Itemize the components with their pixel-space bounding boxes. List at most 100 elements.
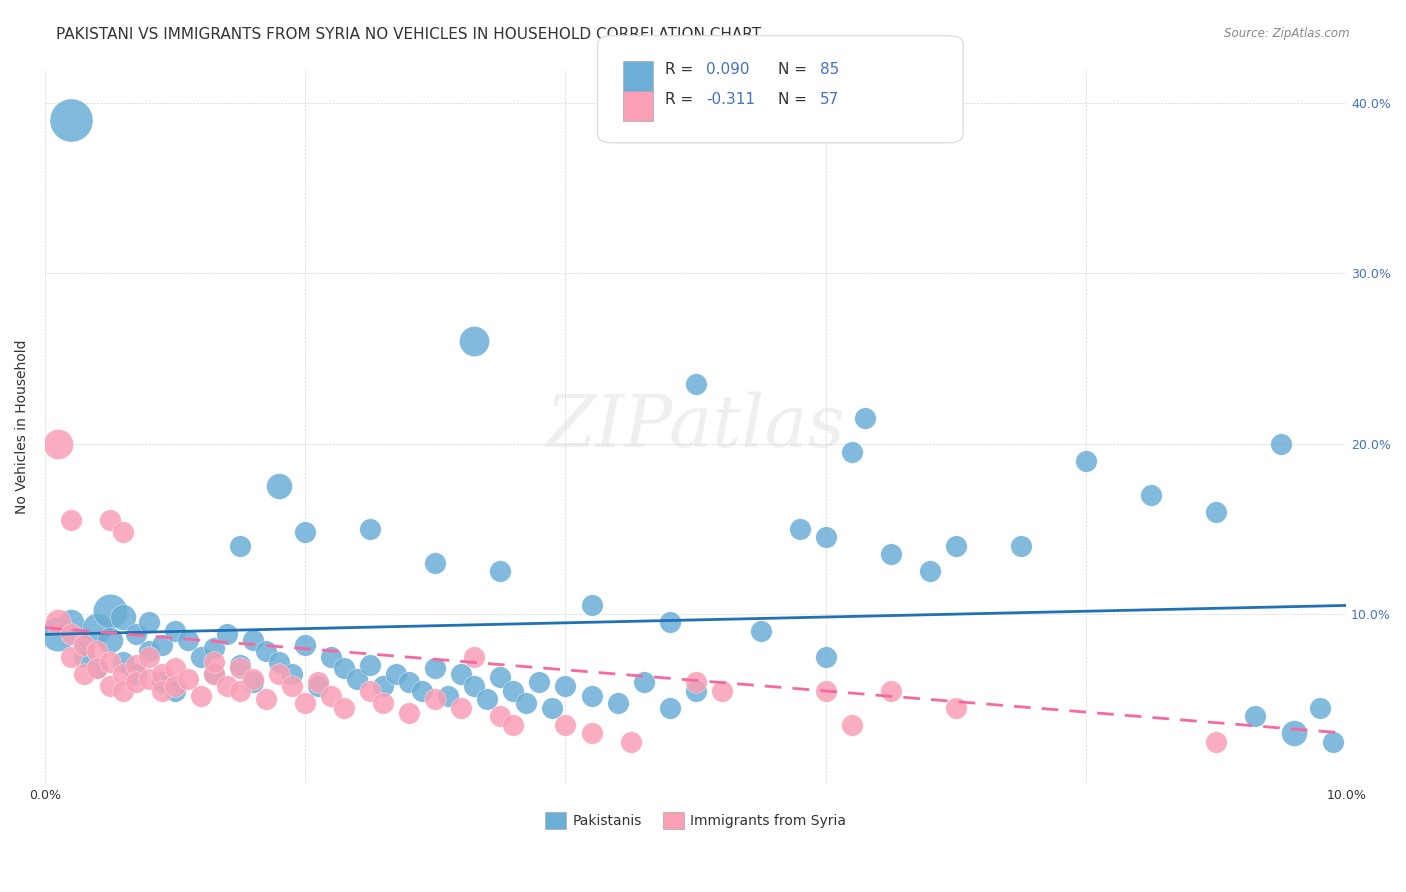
Point <box>333 700 356 714</box>
Point <box>581 599 603 613</box>
Point <box>150 666 173 681</box>
Point <box>685 675 707 690</box>
Point <box>138 615 160 630</box>
Point <box>229 539 252 553</box>
Point <box>150 683 173 698</box>
Point <box>165 683 187 698</box>
Point <box>1140 488 1163 502</box>
Point <box>98 632 121 647</box>
Point <box>190 689 212 703</box>
Text: N =: N = <box>778 62 811 78</box>
Point <box>1205 505 1227 519</box>
Point <box>98 655 121 669</box>
Legend: Pakistanis, Immigrants from Syria: Pakistanis, Immigrants from Syria <box>538 806 852 835</box>
Point <box>411 683 433 698</box>
Point <box>489 670 512 684</box>
Point <box>502 683 524 698</box>
Point <box>281 666 304 681</box>
Point <box>502 717 524 731</box>
Point <box>229 683 252 698</box>
Point <box>150 638 173 652</box>
Point <box>685 683 707 698</box>
Point <box>1074 453 1097 467</box>
Point <box>918 565 941 579</box>
Point <box>359 683 381 698</box>
Point <box>359 658 381 673</box>
Text: -0.311: -0.311 <box>706 92 755 107</box>
Point <box>190 649 212 664</box>
Point <box>125 675 148 690</box>
Point <box>294 638 316 652</box>
Point <box>1205 735 1227 749</box>
Point <box>86 661 108 675</box>
Point <box>581 689 603 703</box>
Point <box>554 717 576 731</box>
Point <box>463 334 485 349</box>
Point <box>346 672 368 686</box>
Text: R =: R = <box>665 92 699 107</box>
Text: 0.090: 0.090 <box>706 62 749 78</box>
Point <box>125 658 148 673</box>
Text: PAKISTANI VS IMMIGRANTS FROM SYRIA NO VEHICLES IN HOUSEHOLD CORRELATION CHART: PAKISTANI VS IMMIGRANTS FROM SYRIA NO VE… <box>56 27 762 42</box>
Point <box>242 675 264 690</box>
Text: N =: N = <box>778 92 811 107</box>
Point <box>945 539 967 553</box>
Point <box>554 679 576 693</box>
Point <box>165 661 187 675</box>
Point <box>853 411 876 425</box>
Point <box>841 717 863 731</box>
Text: R =: R = <box>665 62 699 78</box>
Point <box>307 679 329 693</box>
Point <box>789 522 811 536</box>
Point <box>73 638 96 652</box>
Text: 57: 57 <box>820 92 839 107</box>
Point <box>1322 735 1344 749</box>
Point <box>581 726 603 740</box>
Point <box>242 672 264 686</box>
Point <box>177 632 200 647</box>
Point <box>463 649 485 664</box>
Point <box>98 513 121 527</box>
Point <box>541 700 564 714</box>
Point <box>269 655 291 669</box>
Point <box>98 679 121 693</box>
Point <box>112 655 135 669</box>
Point <box>529 675 551 690</box>
Point <box>1270 436 1292 450</box>
Point <box>46 627 69 641</box>
Point <box>86 621 108 635</box>
Point <box>437 689 460 703</box>
Point <box>477 692 499 706</box>
Point <box>1309 700 1331 714</box>
Point <box>373 696 395 710</box>
Point <box>633 675 655 690</box>
Point <box>73 638 96 652</box>
Point <box>125 627 148 641</box>
Point <box>450 666 472 681</box>
Point <box>880 683 903 698</box>
Point <box>229 658 252 673</box>
Point <box>86 661 108 675</box>
Point <box>515 696 537 710</box>
Point <box>489 709 512 723</box>
Point <box>841 445 863 459</box>
Y-axis label: No Vehicles in Household: No Vehicles in Household <box>15 339 30 514</box>
Point <box>165 624 187 638</box>
Point <box>59 112 82 127</box>
Point <box>177 672 200 686</box>
Point <box>242 632 264 647</box>
Point <box>202 666 225 681</box>
Point <box>165 679 187 693</box>
Point <box>150 675 173 690</box>
Point <box>658 615 681 630</box>
Point <box>333 661 356 675</box>
Point <box>1282 726 1305 740</box>
Point <box>425 661 447 675</box>
Point <box>217 679 239 693</box>
Point <box>46 615 69 630</box>
Point <box>254 644 277 658</box>
Point <box>86 644 108 658</box>
Point <box>59 649 82 664</box>
Point <box>398 706 420 720</box>
Point <box>125 666 148 681</box>
